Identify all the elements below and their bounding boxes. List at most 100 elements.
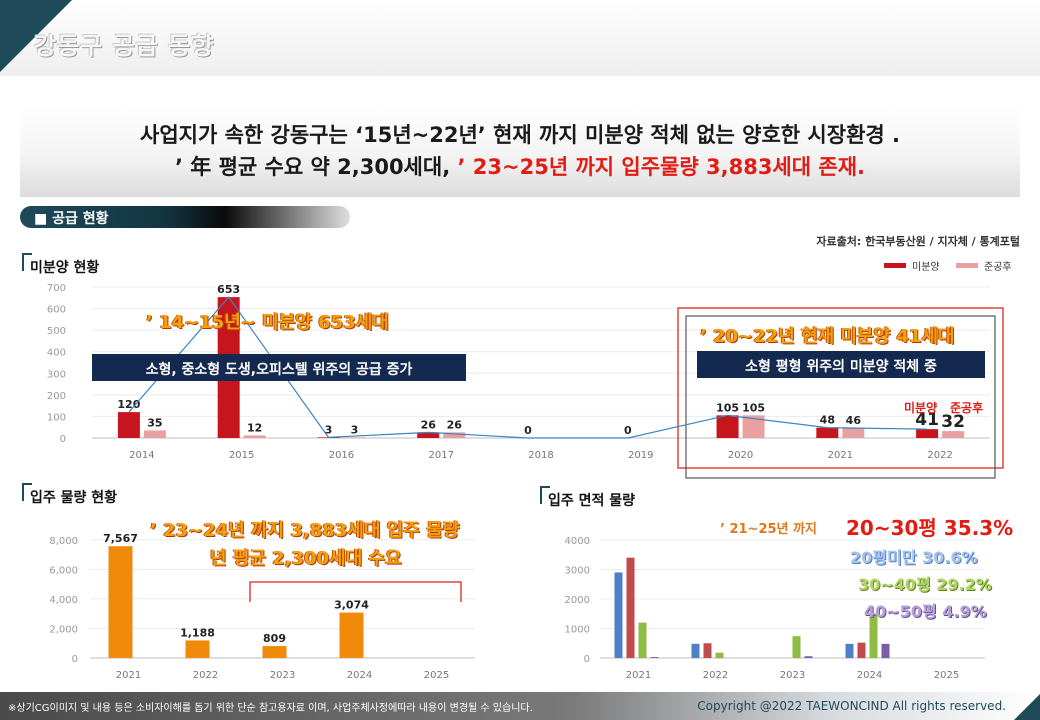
move-in-x-tick: 2025 bbox=[424, 670, 449, 681]
headline-box: 사업지가 속한 강동구는 ‘15년~22년’ 현재 까지 미분양 적체 없는 양… bbox=[20, 105, 1020, 197]
headline-line-1: 사업지가 속한 강동구는 ‘15년~22년’ 현재 까지 미분양 적체 없는 양… bbox=[140, 123, 900, 147]
unsold-x-tick: 2016 bbox=[329, 450, 354, 461]
area-callout-main: 20~30평 35.3% bbox=[846, 516, 1014, 540]
unsold-y-tick: 100 bbox=[47, 412, 66, 423]
area-callout-40-50: 40~50평 4.9% bbox=[864, 602, 987, 621]
unsold-tag-completed: 준공후 bbox=[950, 401, 984, 415]
unsold-value-label: 105 bbox=[716, 401, 739, 414]
footer-disclaimer: ※상기CG이미지 및 내용 등은 소비자이해를 돕기 위한 단순 참고용자료 이… bbox=[8, 703, 533, 714]
area-callout-under20: 20평미만 30.6% bbox=[850, 548, 978, 567]
area-chart-title: 입주 면적 물량 bbox=[540, 486, 635, 510]
completed-unsold-bar bbox=[243, 435, 266, 438]
unsold-y-tick: 600 bbox=[47, 305, 66, 316]
page-title: 강동구 공급 동향 bbox=[34, 32, 215, 60]
area-bar bbox=[638, 622, 647, 658]
legend-label-completed: 준공후 bbox=[984, 262, 1012, 273]
unsold-callout-right: ’ 20~22년 현재 미분양 41세대 bbox=[700, 326, 955, 347]
unsold-tag-unsold: 미분양 bbox=[904, 401, 938, 415]
unsold-box-left: 소형, 중소형 도생,오피스텔 위주의 공급 증가 bbox=[92, 354, 466, 381]
area-x-tick: 2025 bbox=[934, 670, 959, 681]
unsold-value-label: 41 bbox=[915, 410, 939, 430]
unsold-value-label: 0 bbox=[624, 424, 632, 437]
area-bar bbox=[691, 643, 700, 658]
move-in-value-label: 809 bbox=[263, 632, 286, 645]
unsold-value-label: 26 bbox=[421, 418, 437, 431]
unsold-value-label: 0 bbox=[524, 424, 532, 437]
move-in-y-tick: 2,000 bbox=[49, 624, 78, 635]
completed-value-label: 46 bbox=[846, 414, 862, 427]
area-bar bbox=[881, 643, 890, 658]
unsold-y-tick: 200 bbox=[47, 391, 66, 402]
completed-unsold-bar bbox=[443, 432, 466, 438]
move-in-x-tick: 2021 bbox=[116, 670, 141, 681]
unsold-bar bbox=[716, 415, 739, 438]
move-in-callout-2: 년 평균 2,300세대 수요 bbox=[210, 548, 402, 569]
completed-unsold-bar bbox=[143, 430, 166, 438]
completed-unsold-bar bbox=[742, 415, 765, 438]
unsold-highlight-inner bbox=[685, 315, 996, 479]
section-bar bbox=[20, 206, 350, 228]
move-in-x-tick: 2022 bbox=[193, 670, 218, 681]
move-in-x-tick: 2024 bbox=[347, 670, 372, 681]
unsold-value-label: 120 bbox=[117, 398, 140, 411]
unsold-y-tick: 400 bbox=[47, 348, 66, 359]
area-callout-prefix: ’ 21~25년 까지 bbox=[720, 522, 817, 537]
area-y-tick: 3000 bbox=[565, 566, 590, 577]
unsold-value-label: 48 bbox=[820, 414, 835, 427]
unsold-value-label: 653 bbox=[217, 283, 240, 296]
area-x-tick: 2021 bbox=[626, 670, 651, 681]
unsold-x-tick: 2022 bbox=[927, 450, 952, 461]
move-in-callout-1: ’ 23~24년 까지 3,883세대 입주 물량 bbox=[150, 520, 460, 541]
unsold-bar bbox=[417, 432, 440, 438]
move-in-x-tick: 2023 bbox=[270, 670, 295, 681]
area-bar bbox=[703, 643, 712, 658]
legend-completed: 준공후 bbox=[956, 258, 1012, 273]
legend-swatch-unsold bbox=[884, 263, 906, 268]
move-in-chart-title: 입주 물량 현황 bbox=[22, 483, 117, 507]
data-source: 자료출처: 한국부동산원 / 지자체 / 통계포털 bbox=[816, 235, 1020, 248]
area-x-tick: 2024 bbox=[857, 670, 882, 681]
move-in-value-label: 1,188 bbox=[180, 626, 215, 639]
completed-value-label: 26 bbox=[447, 418, 463, 431]
area-y-tick: 2000 bbox=[565, 595, 590, 606]
unsold-box-right: 소형 평형 위주의 미분양 적체 중 bbox=[697, 351, 985, 378]
area-y-tick: 1000 bbox=[565, 625, 590, 636]
unsold-y-tick: 0 bbox=[60, 434, 66, 445]
area-bar bbox=[626, 557, 635, 658]
unsold-x-tick: 2014 bbox=[129, 450, 154, 461]
unsold-bar bbox=[916, 429, 939, 438]
area-bar bbox=[869, 613, 878, 658]
legend-swatch-completed bbox=[956, 263, 978, 268]
footer-bar bbox=[0, 692, 1040, 720]
completed-value-label: 35 bbox=[147, 416, 162, 429]
move-in-bar bbox=[339, 612, 364, 658]
area-bar bbox=[845, 643, 854, 658]
headline-demand: ’ 年 평균 수요 약 2,300세대, bbox=[175, 155, 451, 179]
move-in-bar bbox=[262, 646, 287, 658]
unsold-value-label: 3 bbox=[325, 423, 333, 436]
area-y-tick: 4000 bbox=[565, 536, 590, 547]
unsold-callout-left: ’ 14~15년~ 미분양 653세대 bbox=[146, 312, 389, 333]
move-in-bracket bbox=[249, 581, 462, 602]
move-in-y-tick: 0 bbox=[72, 654, 78, 665]
footer-corner-decoration bbox=[1014, 694, 1040, 720]
area-y-tick: 0 bbox=[584, 654, 590, 665]
area-bar bbox=[792, 636, 801, 658]
unsold-chart-title: 미분양 현황 bbox=[22, 253, 99, 277]
move-in-bar bbox=[108, 546, 133, 658]
section-label: ■ 공급 현황 bbox=[34, 211, 109, 227]
unsold-x-tick: 2018 bbox=[528, 450, 553, 461]
unsold-x-tick: 2021 bbox=[828, 450, 853, 461]
move-in-y-tick: 4,000 bbox=[49, 595, 78, 606]
unsold-bar bbox=[117, 412, 140, 438]
completed-value-label: 12 bbox=[247, 421, 262, 434]
area-bar bbox=[650, 657, 659, 658]
area-x-tick: 2022 bbox=[703, 670, 728, 681]
move-in-y-tick: 8,000 bbox=[49, 536, 78, 547]
completed-unsold-bar bbox=[842, 428, 865, 438]
unsold-y-tick: 300 bbox=[47, 369, 66, 380]
unsold-x-tick: 2015 bbox=[229, 450, 254, 461]
header-band bbox=[0, 0, 1040, 76]
headline-supply: ’ 23~25년 까지 입주물량 3,883세대 존재. bbox=[457, 155, 866, 179]
area-x-tick: 2023 bbox=[780, 670, 805, 681]
